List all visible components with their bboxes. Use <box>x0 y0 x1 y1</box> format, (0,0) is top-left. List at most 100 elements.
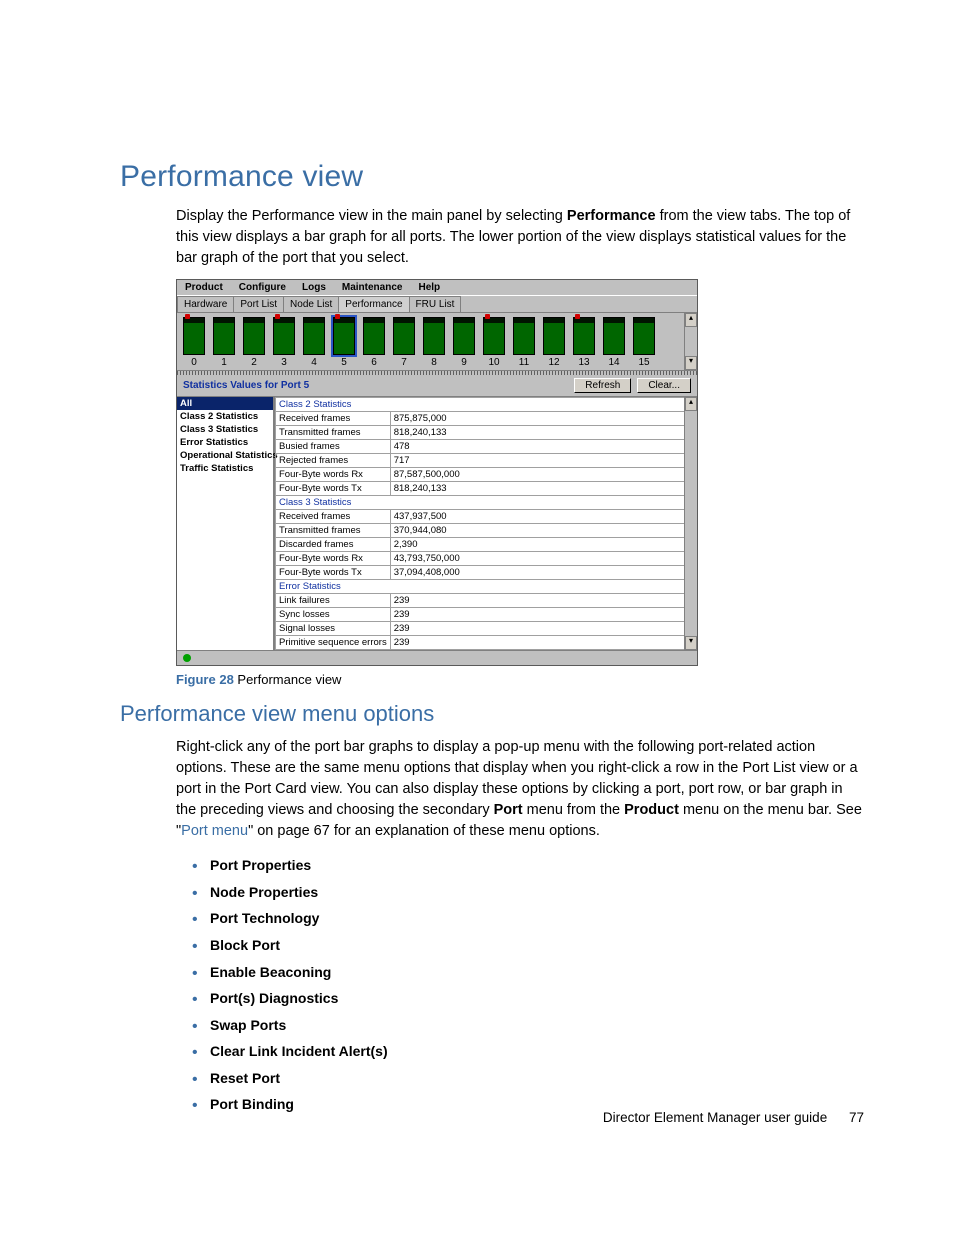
port-number-label: 15 <box>631 357 657 368</box>
port-strip-scrollbar[interactable]: ▴ ▾ <box>684 313 697 370</box>
list-item: Port Technology <box>192 905 864 932</box>
port-15[interactable]: 15 <box>631 317 657 368</box>
menu-logs[interactable]: Logs <box>294 280 334 295</box>
menu-configure[interactable]: Configure <box>231 280 294 295</box>
stat-value: 43,793,750,000 <box>390 552 684 566</box>
port-1[interactable]: 1 <box>211 317 237 368</box>
port-6[interactable]: 6 <box>361 317 387 368</box>
category-class-3-statistics[interactable]: Class 3 Statistics <box>177 423 273 436</box>
stat-value: 875,875,000 <box>390 412 684 426</box>
list-item-label: Port Binding <box>210 1096 294 1112</box>
stat-value: 437,937,500 <box>390 510 684 524</box>
tab-port-list[interactable]: Port List <box>233 296 284 312</box>
tab-performance[interactable]: Performance <box>338 296 409 312</box>
menubar: ProductConfigureLogsMaintenanceHelp <box>177 280 697 295</box>
stats-row: Discarded frames2,390 <box>276 538 685 552</box>
stat-label: Four-Byte words Tx <box>276 566 391 580</box>
clear-button[interactable]: Clear... <box>637 378 691 393</box>
stats-section-header: Error Statistics <box>276 580 685 594</box>
scroll-up-icon[interactable]: ▴ <box>685 313 697 327</box>
port-bar-strip: 0123456789101112131415 ▴ ▾ <box>177 313 697 371</box>
status-indicator-icon <box>183 654 191 662</box>
port-bar <box>273 317 295 355</box>
stats-row: Transmitted frames370,944,080 <box>276 524 685 538</box>
port-number-label: 7 <box>391 357 417 368</box>
scroll-up-icon[interactable]: ▴ <box>685 397 697 411</box>
alert-dot-icon <box>185 314 190 319</box>
stats-row: Sync losses239 <box>276 608 685 622</box>
port-13[interactable]: 13 <box>571 317 597 368</box>
category-all[interactable]: All <box>177 397 273 410</box>
category-operational-statistics[interactable]: Operational Statistics <box>177 449 273 462</box>
port-bar <box>543 317 565 355</box>
subsection-heading: Performance view menu options <box>120 701 864 727</box>
tab-node-list[interactable]: Node List <box>283 296 339 312</box>
menu-help[interactable]: Help <box>410 280 448 295</box>
statusbar <box>177 650 697 665</box>
port-9[interactable]: 9 <box>451 317 477 368</box>
port-14[interactable]: 14 <box>601 317 627 368</box>
port-bar-fill <box>514 323 534 354</box>
port-4[interactable]: 4 <box>301 317 327 368</box>
port-number-label: 3 <box>271 357 297 368</box>
alert-dot-icon <box>485 314 490 319</box>
port-3[interactable]: 3 <box>271 317 297 368</box>
stat-label: Link failures <box>276 594 391 608</box>
stats-row: Transmitted frames818,240,133 <box>276 426 685 440</box>
stat-label: Primitive sequence errors <box>276 636 391 650</box>
stats-table: Class 2 StatisticsReceived frames875,875… <box>275 397 685 650</box>
stat-label: Transmitted frames <box>276 426 391 440</box>
port-2[interactable]: 2 <box>241 317 267 368</box>
scroll-down-icon[interactable]: ▾ <box>685 636 697 650</box>
category-class-2-statistics[interactable]: Class 2 Statistics <box>177 410 273 423</box>
stat-value: 2,390 <box>390 538 684 552</box>
port-number-label: 4 <box>301 357 327 368</box>
category-traffic-statistics[interactable]: Traffic Statistics <box>177 462 273 475</box>
port-5[interactable]: 5 <box>331 317 357 368</box>
menu-maintenance[interactable]: Maintenance <box>334 280 411 295</box>
port-number-label: 2 <box>241 357 267 368</box>
para2-bold2: Product <box>624 802 679 818</box>
tab-hardware[interactable]: Hardware <box>177 296 234 312</box>
stats-row: Signal losses239 <box>276 622 685 636</box>
tab-fru-list[interactable]: FRU List <box>409 296 462 312</box>
stat-label: Received frames <box>276 412 391 426</box>
stat-label: Four-Byte words Tx <box>276 482 391 496</box>
port-bar-fill <box>544 323 564 354</box>
stats-row: Busied frames478 <box>276 440 685 454</box>
port-8[interactable]: 8 <box>421 317 447 368</box>
refresh-button[interactable]: Refresh <box>574 378 631 393</box>
stat-value: 818,240,133 <box>390 426 684 440</box>
stat-label: Transmitted frames <box>276 524 391 538</box>
stats-scrollbar[interactable]: ▴ ▾ <box>684 397 697 650</box>
stat-value: 239 <box>390 608 684 622</box>
port-number-label: 1 <box>211 357 237 368</box>
port-11[interactable]: 11 <box>511 317 537 368</box>
port-bar <box>483 317 505 355</box>
port-bar <box>303 317 325 355</box>
port-bar <box>363 317 385 355</box>
port-bar <box>603 317 625 355</box>
port-number-label: 14 <box>601 357 627 368</box>
port-0[interactable]: 0 <box>181 317 207 368</box>
stat-value: 370,944,080 <box>390 524 684 538</box>
port-7[interactable]: 7 <box>391 317 417 368</box>
stats-section-header: Class 2 Statistics <box>276 398 685 412</box>
scroll-down-icon[interactable]: ▾ <box>685 356 697 370</box>
port-bar-fill <box>184 323 204 354</box>
alert-dot-icon <box>335 314 340 319</box>
stat-value: 717 <box>390 454 684 468</box>
list-item-label: Block Port <box>210 937 280 953</box>
port-bar <box>243 317 265 355</box>
stat-value: 87,587,500,000 <box>390 468 684 482</box>
stat-value: 239 <box>390 594 684 608</box>
port-menu-link[interactable]: Port menu <box>181 823 248 839</box>
port-10[interactable]: 10 <box>481 317 507 368</box>
menu-product[interactable]: Product <box>177 280 231 295</box>
category-error-statistics[interactable]: Error Statistics <box>177 436 273 449</box>
list-item: Port(s) Diagnostics <box>192 985 864 1012</box>
port-bar <box>573 317 595 355</box>
port-number-label: 5 <box>331 357 357 368</box>
stats-title: Statistics Values for Port 5 <box>183 380 309 391</box>
port-12[interactable]: 12 <box>541 317 567 368</box>
